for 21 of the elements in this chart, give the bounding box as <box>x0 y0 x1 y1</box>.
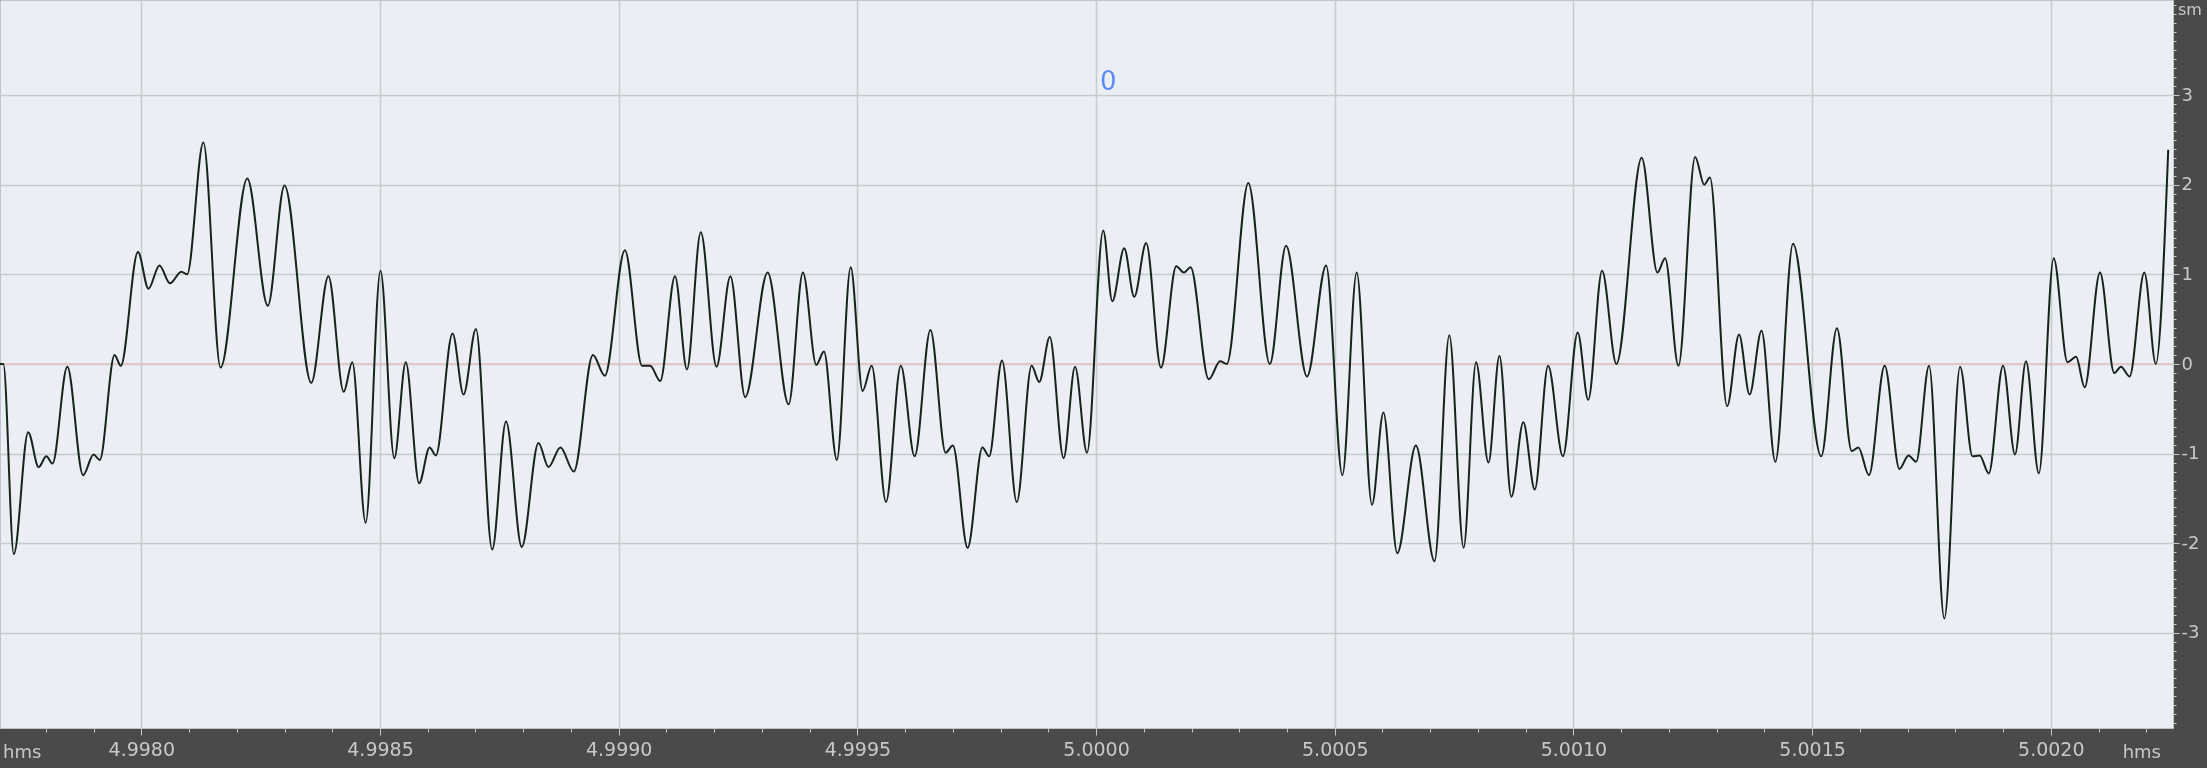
y-tick-label: 0 <box>2181 352 2193 374</box>
annotation: 0 <box>1099 66 1117 96</box>
x-tick-label: 5.0000 <box>1063 737 1130 760</box>
y-tick-label: -3 <box>2181 621 2200 643</box>
x-tick-label: 5.0020 <box>2018 737 2085 760</box>
x-tick-label: 4.9985 <box>347 737 414 760</box>
x-tick-label: 5.0005 <box>1301 737 1369 760</box>
x-tick-label: 5.0010 <box>1540 737 1608 760</box>
line-series <box>0 141 2170 620</box>
y-tick-label: 3 <box>2181 83 2193 105</box>
y-tick-label: 1 <box>2181 262 2193 284</box>
x-axis-title: hms <box>3 741 42 762</box>
x-tick-label: 4.9995 <box>824 737 892 760</box>
x-tick-label: 4.9990 <box>585 737 653 760</box>
y-tick-label: -2 <box>2181 531 2200 553</box>
x-tick-label: 5.0015 <box>1779 737 1846 760</box>
y-axis-title: sm <box>2178 0 2202 19</box>
y-tick-label: -1 <box>2181 442 2200 464</box>
x-tick-label: 4.9980 <box>108 737 176 760</box>
y-tick-label: 2 <box>2181 173 2193 195</box>
text: hms <box>2122 741 2161 762</box>
